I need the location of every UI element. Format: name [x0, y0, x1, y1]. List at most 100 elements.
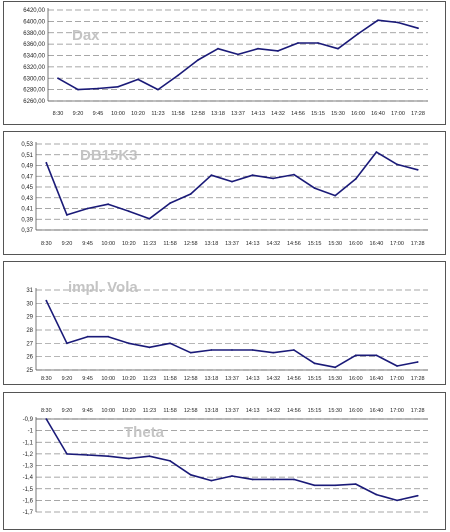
x-tick-label: 14:13 — [251, 111, 265, 117]
y-tick-label: 0,53 — [21, 142, 33, 148]
y-tick-label: 6320,00 — [23, 65, 45, 71]
x-tick-label: 11:58 — [171, 111, 184, 117]
data-point — [148, 346, 151, 349]
x-tick-label: 10:20 — [122, 241, 136, 247]
y-tick-label: 6420,00 — [23, 8, 45, 14]
y-tick-label: 31 — [26, 288, 33, 294]
data-point — [397, 21, 399, 24]
x-tick-label: 9:20 — [62, 408, 73, 414]
y-tick-label: -1,3 — [23, 464, 34, 470]
data-point — [257, 47, 259, 50]
x-tick-label: 14:32 — [266, 376, 280, 382]
x-tick-label: 10:00 — [111, 111, 125, 117]
chart-panel-theta: -0,9 -1 -1,1 -1,2 -1,3 -1,4 -1,5 -1,6 -1,7 8:30 9:… — [3, 392, 446, 530]
data-point — [416, 361, 419, 363]
y-tick-label: 6300,00 — [23, 76, 45, 82]
x-tick-label: 14:32 — [266, 408, 280, 414]
data-point — [169, 202, 172, 205]
x-tick-label: 10:20 — [122, 408, 136, 414]
x-tick-label: 17:28 — [411, 111, 425, 117]
data-point — [169, 342, 172, 345]
data-point — [334, 484, 337, 487]
y-tick-label: -1,2 — [23, 452, 34, 458]
x-tick-label: 13:18 — [204, 376, 218, 382]
y-tick-label: 25 — [26, 368, 33, 374]
data-point — [189, 193, 192, 195]
data-point — [189, 351, 192, 354]
chart-panel-dax: 6260,00 6280,00 6300,00 6320,00 6340,00 6360,… — [3, 1, 446, 125]
data-point — [251, 478, 254, 481]
data-point — [357, 32, 359, 35]
data-point — [66, 342, 68, 345]
data-point — [197, 59, 199, 61]
y-tick-label: 0,49 — [21, 164, 33, 170]
x-tick-label: 14:13 — [246, 241, 260, 247]
x-tick-label: 17:00 — [390, 241, 404, 247]
y-tick-label: 6340,00 — [23, 54, 45, 60]
y-tick-label: 28 — [26, 328, 33, 334]
x-tick-label: 13:37 — [225, 241, 239, 247]
x-tick-label: 17:00 — [390, 376, 404, 382]
data-point — [272, 351, 275, 354]
y-tick-label: -1 — [28, 429, 34, 435]
chart-theta: -0,9 -1 -1,1 -1,2 -1,3 -1,4 -1,5 -1,6 -1,7 8:30 9:… — [23, 408, 428, 516]
data-point — [127, 457, 130, 460]
data-point — [107, 455, 110, 458]
data-point — [354, 483, 357, 485]
x-tick-label: 11:58 — [163, 241, 176, 247]
y-tick-label: 0,37 — [21, 228, 33, 234]
x-tick-label: 17:28 — [411, 408, 425, 414]
data-point — [354, 178, 357, 180]
x-tick-label: 11:58 — [163, 376, 176, 382]
data-point — [210, 174, 213, 177]
data-point — [210, 479, 213, 482]
x-tick-label: 16:00 — [349, 241, 363, 247]
x-tick-label: 14:56 — [287, 376, 301, 382]
x-tick-label: 9:45 — [93, 111, 104, 117]
x-tick-label: 16:00 — [349, 408, 363, 414]
data-point — [292, 173, 295, 176]
data-point — [210, 349, 213, 351]
chart-panel-db15k3: 0,37 0,39 0,41 0,43 0,45 0,47 0,49 0,51 0,53 8:30… — [3, 131, 446, 255]
data-point — [86, 335, 89, 338]
data-point — [148, 455, 151, 458]
x-tick-label: 14:13 — [246, 376, 260, 382]
data-point — [117, 85, 119, 88]
data-point — [396, 499, 398, 502]
y-tick-label: 6360,00 — [23, 42, 45, 48]
x-tick-label: 17:28 — [411, 241, 425, 247]
y-tick-label: 6260,00 — [23, 99, 45, 105]
x-tick-label: 8:30 — [41, 241, 52, 247]
x-tick-label: 10:00 — [101, 376, 115, 382]
y-tick-label: 0,45 — [21, 185, 33, 191]
data-point — [375, 151, 378, 153]
x-tick-label: 14:32 — [271, 111, 285, 117]
x-tick-label: 15:15 — [311, 111, 325, 117]
x-tick-label: 14:13 — [246, 408, 260, 414]
x-tick-label: 13:18 — [204, 241, 218, 247]
data-point — [231, 349, 233, 351]
x-tick-label: 10:20 — [131, 111, 145, 117]
x-tick-label: 14:32 — [266, 241, 280, 247]
data-point — [127, 342, 130, 345]
x-tick-label: 16:00 — [351, 111, 365, 117]
x-tick-label: 15:30 — [328, 408, 342, 414]
data-point — [127, 210, 130, 213]
x-tick-label: 13:37 — [225, 376, 239, 382]
data-point — [396, 163, 398, 166]
chart-title: Theta — [124, 424, 165, 441]
x-tick-label: 9:20 — [73, 111, 84, 117]
chart-dax: 6260,00 6280,00 6300,00 6320,00 6340,00 6360,… — [23, 8, 428, 117]
x-tick-label: 8:30 — [41, 376, 52, 382]
data-point — [77, 88, 79, 91]
chart-db15k3: 0,37 0,39 0,41 0,43 0,45 0,47 0,49 0,51 0,53 8:30… — [21, 142, 428, 247]
y-tick-label: -1,6 — [23, 498, 34, 504]
data-point — [334, 366, 337, 369]
y-tick-label: 6400,00 — [23, 19, 45, 25]
data-point — [157, 88, 159, 91]
data-point — [45, 299, 48, 302]
data-point — [251, 174, 254, 177]
x-tick-label: 10:00 — [101, 241, 115, 247]
x-tick-label: 15:15 — [308, 408, 322, 414]
series-line — [45, 418, 418, 502]
